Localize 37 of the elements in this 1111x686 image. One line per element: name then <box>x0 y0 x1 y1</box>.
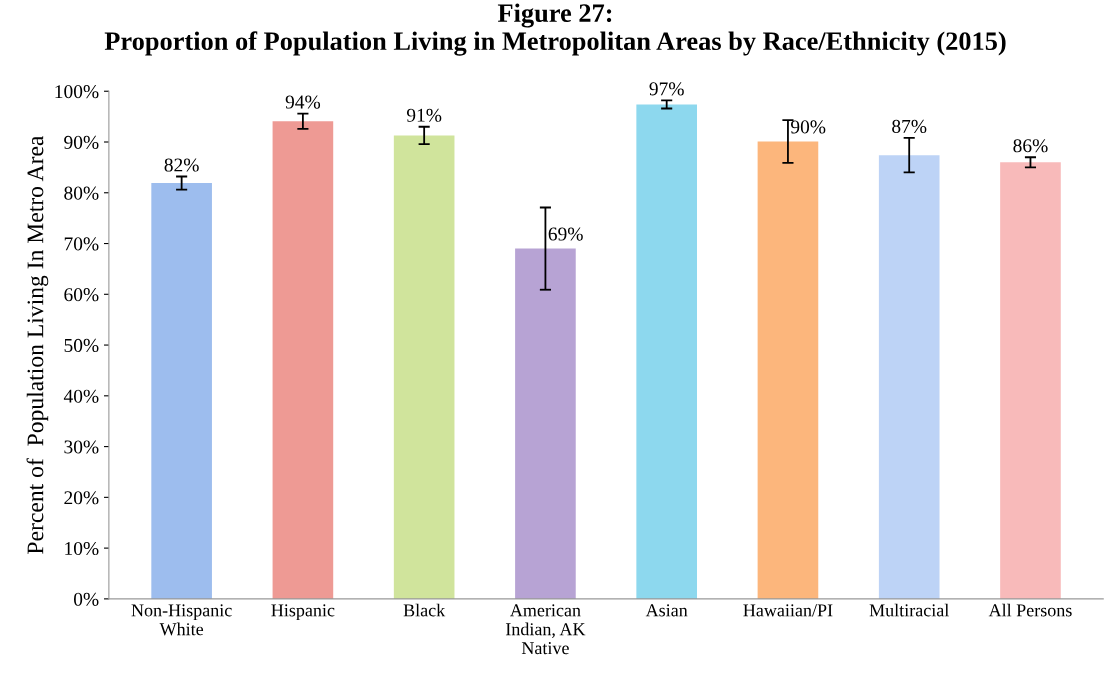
data-label: 90% <box>790 120 826 134</box>
y-tick-label: 30% <box>64 440 99 454</box>
bar <box>393 135 455 599</box>
x-tick-label: Asian <box>645 604 688 617</box>
y-tick-label: 20% <box>64 491 99 505</box>
y-tick-label: 80% <box>64 186 99 200</box>
y-tick-label: 60% <box>64 288 99 302</box>
data-label: 97% <box>649 82 684 96</box>
x-tick-label: American Indian, AK Native <box>505 604 586 655</box>
bar <box>515 248 576 599</box>
chart-title: Figure 27: Proportion of Population Living in Metropolitan Areas by Race/Ethnicity (2015) <box>104 3 1006 56</box>
x-tick-label: All Persons <box>988 603 1072 617</box>
x-tick-label: Hispanic <box>271 604 335 621</box>
bar <box>878 155 940 599</box>
data-label: 69% <box>548 227 583 241</box>
x-tick-label: Non-Hispanic White <box>131 604 232 636</box>
y-tick-label: 50% <box>64 338 99 353</box>
data-label: 94% <box>285 95 321 109</box>
x-tick-label: Hawaiian/PI <box>743 604 833 617</box>
data-label: 82% <box>164 158 199 172</box>
y-tick-label: 100% <box>55 85 99 99</box>
bar <box>272 121 334 599</box>
x-tick-label: Black <box>403 603 446 617</box>
data-label: 91% <box>406 108 442 122</box>
y-tick-label: 10% <box>65 541 99 556</box>
y-tick-label: 40% <box>63 389 99 403</box>
bar <box>757 141 819 599</box>
y-tick-label: 0% <box>73 592 99 606</box>
y-axis-title: Percent of Population Living In Metro Area <box>26 135 49 554</box>
data-label: 86% <box>1013 139 1048 153</box>
bar <box>636 104 697 599</box>
data-label: 87% <box>892 119 927 134</box>
y-tick-label: 70% <box>64 237 99 251</box>
x-tick-label: Multiracial <box>869 603 949 617</box>
bar <box>151 183 212 599</box>
y-tick-label: 90% <box>64 135 99 149</box>
bar <box>1000 162 1061 599</box>
